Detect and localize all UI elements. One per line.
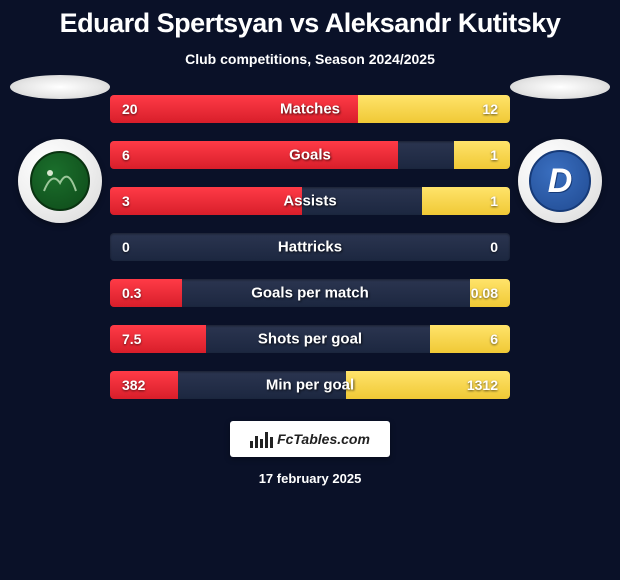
stat-row: 20 12 Matches xyxy=(110,95,510,123)
stat-value-left: 20 xyxy=(122,101,138,117)
stat-value-right: 1 xyxy=(490,147,498,163)
stat-label: Assists xyxy=(283,193,336,210)
stat-bar-right xyxy=(454,141,510,169)
stat-value-left: 3 xyxy=(122,193,130,209)
right-player-column: D xyxy=(510,75,610,223)
stat-value-right: 12 xyxy=(482,101,498,117)
left-player-column xyxy=(10,75,110,223)
page-subtitle: Club competitions, Season 2024/2025 xyxy=(185,51,435,67)
comparison-zone: D 20 12 Matches 6 1 Goals 3 1 Assists 0 0 Hattricks… xyxy=(0,95,620,399)
team-crest-right: D xyxy=(518,139,602,223)
stat-bar-left xyxy=(110,141,398,169)
date-label: 17 february 2025 xyxy=(259,471,362,486)
stat-label: Hattricks xyxy=(278,239,342,256)
stat-value-left: 0 xyxy=(122,239,130,255)
stat-label: Goals per match xyxy=(251,285,369,302)
stat-value-right: 0.08 xyxy=(471,285,498,301)
stat-value-left: 6 xyxy=(122,147,130,163)
player-ellipse-right xyxy=(510,75,610,99)
stat-row: 3 1 Assists xyxy=(110,187,510,215)
comparison-infographic: Eduard Spertsyan vs Aleksandr Kutitsky C… xyxy=(0,0,620,580)
stat-row: 382 1312 Min per goal xyxy=(110,371,510,399)
krasnodar-badge-icon xyxy=(30,151,90,211)
stat-value-left: 0.3 xyxy=(122,285,141,301)
stat-value-right: 1 xyxy=(490,193,498,209)
stat-label: Shots per goal xyxy=(258,331,362,348)
stat-value-left: 382 xyxy=(122,377,145,393)
logo-text: FcTables.com xyxy=(277,431,370,447)
source-logo: FcTables.com xyxy=(230,421,390,457)
stat-value-left: 7.5 xyxy=(122,331,141,347)
team-crest-left xyxy=(18,139,102,223)
dynamo-d-letter: D xyxy=(548,162,573,201)
stat-label: Min per goal xyxy=(266,377,354,394)
stat-value-right: 1312 xyxy=(467,377,498,393)
player-ellipse-left xyxy=(10,75,110,99)
stats-bars-column: 20 12 Matches 6 1 Goals 3 1 Assists 0 0 Hattricks 0.… xyxy=(110,95,510,399)
dynamo-badge-icon: D xyxy=(529,150,591,212)
stat-row: 6 1 Goals xyxy=(110,141,510,169)
stat-label: Goals xyxy=(289,147,331,164)
stat-value-right: 0 xyxy=(490,239,498,255)
chart-icon xyxy=(250,430,273,448)
stat-label: Matches xyxy=(280,101,340,118)
stat-row: 0 0 Hattricks xyxy=(110,233,510,261)
stat-bar-left xyxy=(110,279,182,307)
stat-row: 7.5 6 Shots per goal xyxy=(110,325,510,353)
page-title: Eduard Spertsyan vs Aleksandr Kutitsky xyxy=(60,8,561,39)
stat-bar-left xyxy=(110,187,302,215)
stat-row: 0.3 0.08 Goals per match xyxy=(110,279,510,307)
stat-value-right: 6 xyxy=(490,331,498,347)
